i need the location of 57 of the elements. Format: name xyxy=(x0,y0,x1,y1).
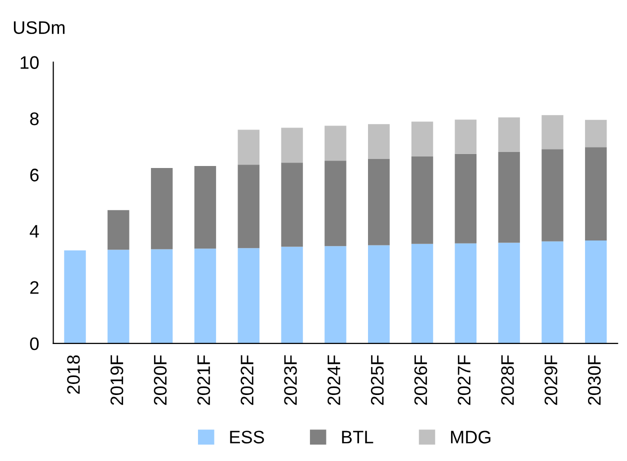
bar xyxy=(411,244,434,344)
bar xyxy=(281,162,303,247)
bar xyxy=(108,250,130,344)
bar xyxy=(368,124,390,159)
y-tick-label: 10 xyxy=(20,56,39,69)
legend-label: BTL xyxy=(342,430,374,444)
x-tick-label: 2029F xyxy=(544,355,558,405)
bar xyxy=(238,130,260,165)
x-tick-label: 2020F xyxy=(154,355,167,405)
x-tick-label: 2025F xyxy=(370,355,384,405)
bar xyxy=(150,168,173,250)
y-axis-title: USDm xyxy=(14,21,65,34)
bar xyxy=(498,242,520,344)
bar xyxy=(368,158,390,246)
bar xyxy=(150,249,173,344)
bar xyxy=(585,120,607,148)
bar xyxy=(368,245,390,344)
bar xyxy=(585,240,607,344)
bar xyxy=(108,210,130,250)
bar xyxy=(194,166,216,249)
bar xyxy=(411,122,434,156)
y-tick-label: 2 xyxy=(30,281,38,294)
x-tick-label: 2019F xyxy=(110,355,124,405)
x-tick-label: 2021F xyxy=(197,355,210,405)
bar xyxy=(498,117,520,152)
x-tick-label: 2030F xyxy=(588,355,601,405)
bar xyxy=(281,128,303,163)
bar xyxy=(454,154,477,244)
bar xyxy=(585,147,607,241)
bar xyxy=(542,115,564,150)
bar xyxy=(411,156,434,244)
x-tick-label: 2026F xyxy=(414,355,428,405)
bar xyxy=(238,248,260,344)
bar xyxy=(64,250,86,344)
bar xyxy=(454,120,477,154)
bar xyxy=(238,164,260,248)
x-tick-label: 2028F xyxy=(501,355,514,405)
y-tick-label: 4 xyxy=(30,225,39,238)
x-tick-label: 2024F xyxy=(328,355,340,405)
bar xyxy=(498,152,520,243)
bar xyxy=(324,246,346,344)
bar xyxy=(281,246,303,344)
legend-label: MDG xyxy=(451,430,490,444)
bar xyxy=(324,126,346,161)
bar xyxy=(194,248,216,344)
x-tick-label: 2027F xyxy=(458,355,471,405)
x-tick-label: 2018 xyxy=(67,355,80,394)
x-tick-label: 2022F xyxy=(240,355,254,405)
bar xyxy=(542,149,564,242)
legend-label: ESS xyxy=(230,430,264,444)
bar xyxy=(542,241,564,344)
x-tick-label: 2023F xyxy=(284,355,297,405)
y-tick-label: 6 xyxy=(30,168,39,182)
bar xyxy=(324,160,346,246)
bar xyxy=(454,243,477,344)
y-tick-label: 0 xyxy=(30,337,39,350)
y-tick-label: 8 xyxy=(30,112,39,126)
